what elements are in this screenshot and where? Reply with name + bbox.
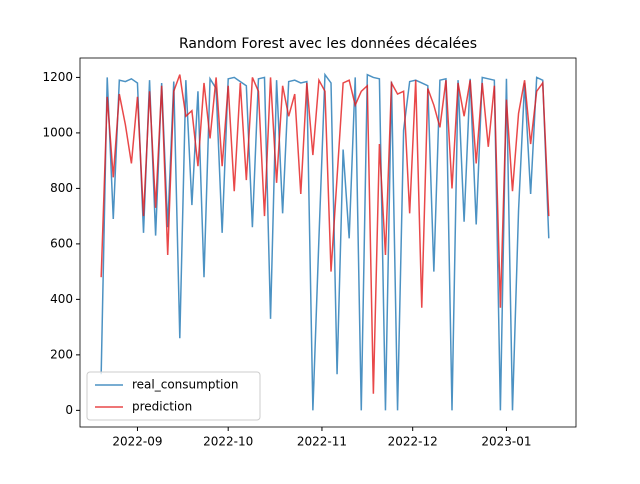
x-tick-label: 2022-09 [112,435,162,449]
plot-frame [79,57,577,428]
y-tick-label: 200 [50,347,73,361]
line-series [100,74,550,394]
x-tick-label: 2022-12 [388,435,438,449]
x-tick-label: 2022-10 [203,435,253,449]
y-tick-label: 0 [65,403,73,417]
legend-label: real_consumption [132,378,238,392]
y-tick-label: 1000 [42,125,73,139]
x-tick-label: 2022-11 [297,435,347,449]
y-tick-label: 1200 [42,70,73,84]
line-series [100,72,550,411]
y-tick-label: 600 [50,236,73,250]
y-tick-label: 800 [50,181,73,195]
legend-label: prediction [132,400,192,414]
y-tick-label: 400 [50,292,73,306]
x-tick-label: 2023-01 [481,435,531,449]
legend-box [86,371,261,421]
chart-title: Random Forest avec les données décalées [179,36,477,52]
